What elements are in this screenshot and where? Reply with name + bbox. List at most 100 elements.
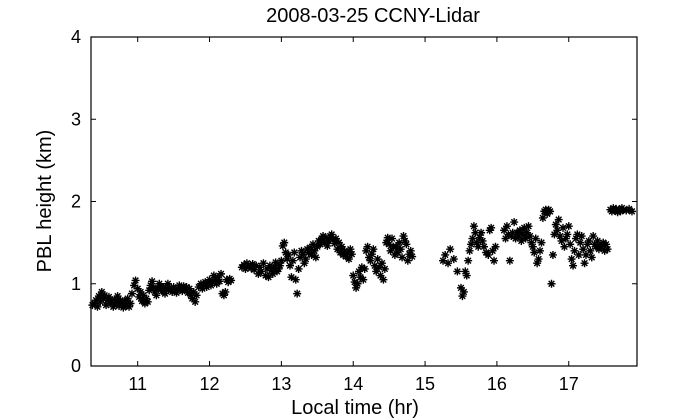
data-point [527, 238, 536, 247]
data-point [97, 287, 106, 296]
data-point [182, 283, 191, 292]
data-point [135, 292, 144, 301]
data-point [159, 283, 168, 292]
data-point [538, 213, 547, 222]
data-point [96, 297, 105, 306]
data-point [593, 236, 602, 245]
data-point [484, 250, 493, 259]
data-point [383, 233, 392, 242]
data-point [103, 296, 112, 305]
data-point [350, 278, 359, 287]
x-tick: 12 [200, 37, 220, 394]
x-tick: 16 [487, 37, 507, 394]
data-point [525, 232, 534, 241]
data-point [265, 261, 274, 270]
data-point [388, 234, 397, 243]
y-tick: 0 [71, 356, 637, 376]
data-point [145, 286, 154, 295]
data-point [531, 234, 540, 243]
data-point [627, 207, 636, 216]
x-tick: 13 [271, 37, 291, 394]
data-point [148, 277, 157, 286]
data-point [395, 238, 404, 247]
data-point [607, 207, 616, 216]
data-point [273, 267, 282, 276]
data-point [372, 267, 381, 276]
data-point [385, 240, 394, 249]
data-point [329, 235, 338, 244]
data-point [521, 234, 530, 243]
data-point [303, 245, 312, 254]
x-tick-label: 11 [128, 374, 147, 394]
data-point [471, 228, 480, 237]
data-point [214, 273, 223, 282]
data-point [290, 248, 299, 257]
data-point [310, 246, 319, 255]
data-point [580, 259, 589, 268]
data-point [242, 259, 251, 268]
data-point [570, 246, 579, 255]
data-point [449, 255, 458, 264]
data-point [487, 223, 496, 232]
data-point [106, 299, 115, 308]
data-point [93, 302, 102, 311]
data-point [264, 273, 273, 282]
data-point [491, 242, 500, 251]
data-point [408, 252, 417, 261]
y-axis-label: PBL height (km) [34, 130, 56, 273]
data-point [602, 240, 611, 249]
data-point [300, 259, 309, 268]
data-point [365, 253, 374, 262]
data-point [380, 264, 389, 273]
data-point [123, 294, 132, 303]
data-point [291, 275, 300, 284]
data-point [560, 242, 569, 251]
data-point [127, 289, 136, 298]
data-point [189, 287, 198, 296]
data-point [263, 264, 272, 273]
data-point [241, 264, 250, 273]
data-point [268, 269, 277, 278]
data-point [584, 236, 593, 245]
data-point [324, 236, 333, 245]
data-point [255, 263, 264, 272]
y-tick-label: 2 [71, 192, 81, 212]
data-point [275, 261, 284, 270]
data-point [369, 245, 378, 254]
data-point [359, 275, 368, 284]
data-point [168, 287, 177, 296]
x-tick: 15 [415, 37, 435, 394]
data-point [373, 255, 382, 264]
y-axis: 0 1 2 3 4 [71, 27, 637, 376]
data-point [377, 259, 386, 268]
data-point [453, 267, 462, 276]
data-point [524, 222, 533, 231]
data-point [347, 250, 356, 259]
data-point [559, 223, 568, 232]
data-point [583, 240, 592, 249]
data-point [550, 230, 559, 239]
data-point [533, 259, 542, 268]
data-point [510, 218, 519, 227]
data-point [198, 284, 207, 293]
data-point [597, 242, 606, 251]
data-point [284, 250, 293, 259]
data-point [581, 250, 590, 259]
data-point [163, 279, 172, 288]
y-tick-label: 1 [71, 274, 81, 294]
data-point [467, 240, 476, 249]
data-point [367, 250, 376, 259]
data-point [136, 287, 145, 296]
data-point [331, 234, 340, 243]
data-point [259, 259, 268, 268]
data-point [571, 234, 580, 243]
data-point [534, 255, 543, 264]
data-point [107, 297, 116, 306]
data-point [149, 283, 158, 292]
data-point [564, 222, 573, 231]
data-point [252, 261, 261, 270]
data-point [504, 230, 513, 239]
data-point [131, 276, 140, 285]
data-point [298, 250, 307, 259]
data-point [156, 282, 165, 291]
